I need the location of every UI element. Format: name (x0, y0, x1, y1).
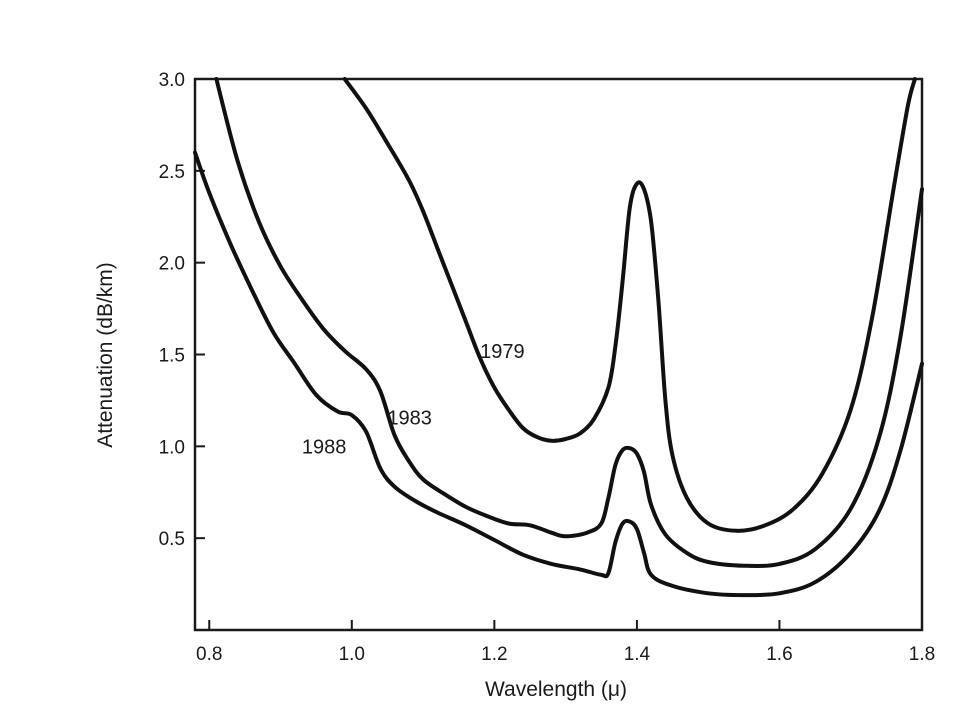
series-line-1983 (214, 77, 924, 568)
series-labels: 1979 1983 1988 (302, 341, 525, 459)
y-tick-label: 3.0 (159, 70, 185, 91)
y-tick-label: 0.5 (159, 529, 185, 550)
y-axis-title: Attenuation (dB/km) (94, 262, 117, 448)
series-line-1988 (193, 150, 924, 598)
x-axis-title: Wavelength (μ) (485, 678, 627, 701)
series-label-1979: 1979 (480, 341, 524, 363)
x-tick-label: 1.4 (624, 644, 651, 665)
x-tick-label: 1.0 (339, 644, 365, 665)
x-tick-label: 1.2 (481, 644, 507, 665)
x-tick-label: 1.8 (909, 644, 935, 665)
y-tick-label: 1.5 (159, 346, 185, 367)
series-label-1983: 1983 (387, 407, 432, 429)
x-tick-label: 1.6 (766, 644, 792, 665)
axis-ticks (195, 78, 923, 630)
series-curves (193, 77, 924, 598)
y-tick-label: 2.5 (159, 162, 185, 183)
y-tick-label: 2.0 (159, 254, 185, 275)
series-label-1988: 1988 (302, 437, 347, 459)
tick-labels: 0.8 1.0 1.2 1.4 1.6 1.8 3.0 2.5 2.0 1.5 1.0 0.5 (159, 70, 936, 665)
series-line-1979 (342, 77, 917, 533)
y-tick-label: 1.0 (159, 437, 185, 458)
x-tick-label: 0.8 (196, 644, 222, 665)
plot-frame (193, 77, 924, 632)
